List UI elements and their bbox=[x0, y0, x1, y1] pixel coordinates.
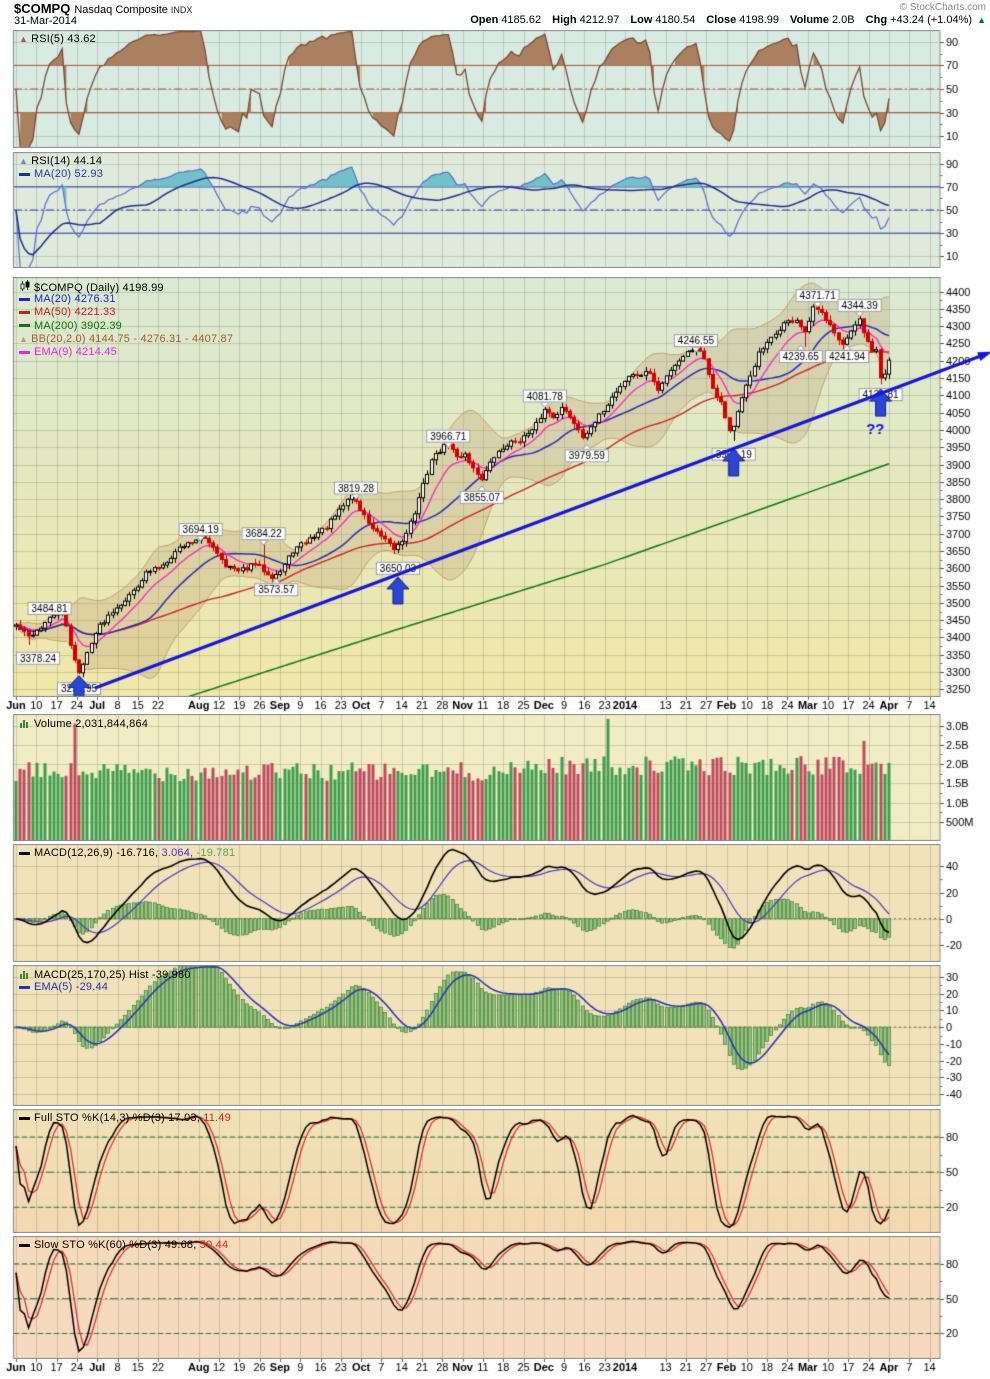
chg-label: Chg bbox=[865, 14, 888, 26]
legend-line: Slow STO %K(60) %D(3) 49.68, 50.44 bbox=[19, 1239, 228, 1252]
legend-price: $COMPQ (Daily) 4198.99 MA(20) 4276.31 MA(5… bbox=[19, 280, 233, 359]
legend-text: MA(50) 4221.33 bbox=[34, 306, 116, 319]
macd-panel-canvas bbox=[0, 844, 990, 962]
rsi5-panel-canvas bbox=[0, 30, 990, 148]
legend-text: RSI(14) 44.14 bbox=[31, 155, 103, 167]
line-swatch-icon bbox=[19, 297, 30, 301]
close-label: Close bbox=[706, 14, 737, 26]
legend-rsi14: ▲ RSI(14) 44.14 MA(20) 52.93 bbox=[19, 155, 103, 181]
legend-line: MACD(12,26,9) -16.716, 3.064, -19.781 bbox=[19, 847, 235, 860]
legend-text: Full STO %K(14,3) %D(3) 17.03, bbox=[34, 1112, 200, 1124]
chart-date: 31-Mar-2014 bbox=[14, 15, 77, 27]
line-swatch-icon bbox=[19, 324, 30, 328]
volume-bars-icon bbox=[20, 971, 28, 979]
mountain-icon: ▲ bbox=[19, 156, 29, 166]
legend-text: EMA(9) 4214.45 bbox=[34, 345, 117, 358]
legend-line: MA(20) 52.93 bbox=[19, 168, 103, 181]
legend-text: MA(200) 3902.39 bbox=[34, 319, 122, 332]
full-sto-panel-canvas bbox=[0, 1109, 990, 1233]
legend-text: -19.781 bbox=[193, 847, 236, 859]
legend-text: BB(20,2.0) 4144.75 - 4276.31 - 4407.87 bbox=[31, 332, 234, 345]
legend-line: $COMPQ (Daily) 4198.99 bbox=[19, 280, 233, 294]
legend-text: MA(20) 52.93 bbox=[34, 168, 104, 181]
legend-text: RSI(5) 43.62 bbox=[31, 33, 96, 45]
rsi14-panel-canvas bbox=[0, 152, 990, 268]
change-up-icon: ▲ bbox=[977, 15, 986, 25]
legend-text: EMA(5) -29.44 bbox=[34, 981, 109, 994]
date-axis-top bbox=[0, 697, 990, 713]
legend-line: MA(50) 4221.33 bbox=[19, 306, 233, 319]
legend-line: ▲ RSI(14) 44.14 bbox=[19, 155, 103, 168]
legend-rsi5: ▲ RSI(5) 43.62 bbox=[19, 33, 96, 46]
volume-bars-icon bbox=[20, 720, 28, 728]
legend-text: Slow STO %K(60) %D(3) 49.68, bbox=[34, 1239, 197, 1251]
mountain-icon: ▲ bbox=[19, 34, 29, 44]
legend-line: MA(200) 3902.39 bbox=[19, 320, 233, 333]
open-label: Open bbox=[470, 14, 499, 26]
legend-line: ▲ RSI(5) 43.62 bbox=[19, 33, 96, 46]
legend-text: MACD(25,170,25) Hist -39.980 bbox=[34, 969, 191, 981]
legend-line: MA(20) 4276.31 bbox=[19, 293, 233, 306]
line-swatch-icon bbox=[19, 1116, 30, 1120]
legend-sto2: Slow STO %K(60) %D(3) 49.68, 50.44 bbox=[19, 1239, 228, 1252]
symbol-exchange: INDX bbox=[170, 5, 193, 15]
legend-line: EMA(9) 4214.45 bbox=[19, 346, 233, 359]
legend-text: MACD(12,26,9) -16.716, bbox=[34, 847, 159, 859]
symbol-name: Nasdaq Composite bbox=[74, 4, 168, 16]
legend-macd: MACD(12,26,9) -16.716, 3.064, -19.781 bbox=[19, 847, 235, 860]
legend-text: 11.49 bbox=[199, 1112, 231, 1124]
line-swatch-icon bbox=[19, 310, 30, 314]
line-swatch-icon bbox=[19, 851, 30, 855]
low-label: Low bbox=[630, 14, 653, 26]
quote-strip: Open 4185.62 High 4212.97 Low 4180.54 Close… bbox=[462, 14, 986, 26]
legend-line: Volume 2,031,844,864 bbox=[19, 717, 148, 730]
symbol-title: $COMPQ Nasdaq Composite INDX bbox=[14, 1, 192, 16]
symbol: $COMPQ bbox=[14, 1, 71, 16]
legend-text: Volume 2,031,844,864 bbox=[34, 718, 149, 730]
copyright: © StockCharts.com bbox=[899, 2, 986, 13]
high-label: High bbox=[552, 14, 577, 26]
legend-text: 3.064, bbox=[158, 847, 194, 859]
legend-line: Full STO %K(14,3) %D(3) 17.03, 11.49 bbox=[19, 1112, 231, 1125]
chart-header: $COMPQ Nasdaq Composite INDX 31-Mar-2014 ©… bbox=[0, 0, 990, 29]
slow-sto-panel-canvas bbox=[0, 1236, 990, 1359]
date-axis-bottom bbox=[0, 1359, 990, 1379]
volume-value: 2.0B bbox=[831, 14, 855, 26]
high-value: 4212.97 bbox=[579, 14, 620, 26]
line-swatch-icon bbox=[19, 985, 30, 989]
legend-sto1: Full STO %K(14,3) %D(3) 17.03, 11.49 bbox=[19, 1112, 231, 1125]
legend-line: MACD(25,170,25) Hist -39.980 bbox=[19, 968, 191, 981]
legend-line: ▲ BB(20,2.0) 4144.75 - 4276.31 - 4407.87 bbox=[19, 333, 233, 346]
low-value: 4180.54 bbox=[655, 14, 696, 26]
volume-panel-canvas bbox=[0, 714, 990, 841]
volume-label: Volume bbox=[790, 14, 829, 26]
legend-text: MA(20) 4276.31 bbox=[34, 293, 116, 306]
open-value: 4185.62 bbox=[501, 14, 542, 26]
chg-value: +43.24 (+1.04%) bbox=[890, 14, 973, 26]
legend-text: $COMPQ (Daily) 4198.99 bbox=[34, 282, 164, 294]
mountain-icon: ▲ bbox=[19, 333, 29, 344]
line-swatch-icon bbox=[19, 1243, 30, 1247]
legend-macd2: MACD(25,170,25) Hist -39.980 EMA(5) -29.4… bbox=[19, 968, 191, 994]
close-value: 4198.99 bbox=[739, 14, 779, 26]
legend-line: EMA(5) -29.44 bbox=[19, 981, 191, 994]
legend-volume: Volume 2,031,844,864 bbox=[19, 717, 148, 730]
candlestick-icon bbox=[20, 280, 30, 291]
legend-text: 50.44 bbox=[196, 1239, 229, 1251]
line-swatch-icon bbox=[19, 172, 30, 176]
line-swatch-icon bbox=[19, 350, 30, 354]
